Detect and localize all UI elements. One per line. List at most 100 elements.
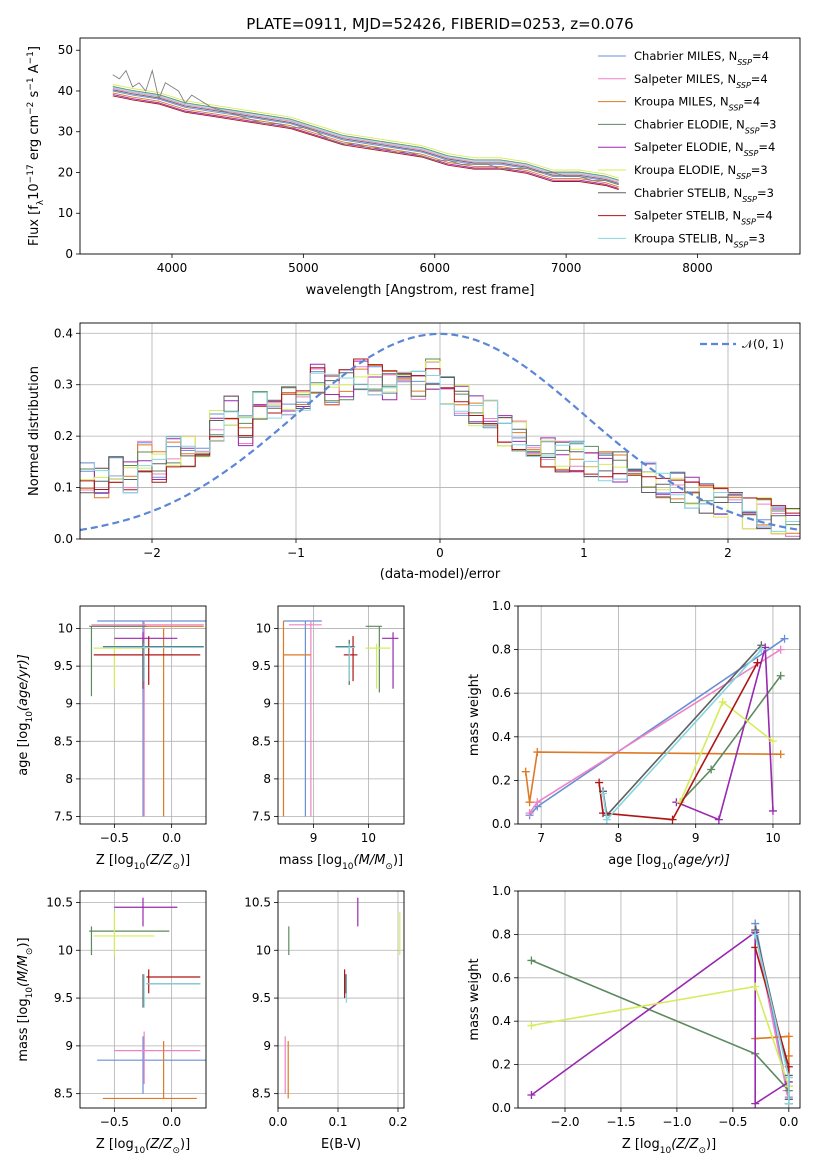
model-line — [112, 94, 619, 189]
y-tick-label: 1.0 — [492, 599, 511, 613]
weight-marker — [533, 798, 542, 807]
mass-vs-z-axes: −0.5 0.0 8.5 9 9.5 10 10.5 — [46, 891, 206, 1129]
y-tick-label: 9.5 — [54, 659, 73, 673]
x-tick-label: 0 — [436, 546, 444, 560]
spectrum-frame — [79, 37, 801, 255]
age-vs-mass-xlabel: mass [log10(M/M⊙)] — [279, 853, 403, 872]
weight-marker — [707, 765, 716, 774]
y-tick-label: 10 — [58, 622, 73, 636]
x-tick-label: −1 — [287, 546, 305, 560]
y-tick-label: 7.5 — [54, 809, 73, 823]
y-tick-label: 0.0 — [492, 817, 511, 831]
x-tick-label: 9 — [692, 831, 700, 845]
x-tick-label: −1.0 — [662, 1115, 691, 1129]
x-tick-label: 5000 — [288, 261, 319, 275]
y-tick-label: 10 — [256, 943, 271, 957]
y-tick-label: 7.5 — [252, 809, 271, 823]
weight-marker — [776, 645, 785, 654]
weight-marker — [753, 658, 762, 667]
weight-marker — [751, 930, 760, 939]
mass-vs-z-xlabel: Z [log10(Z/Z⊙)] — [96, 1137, 190, 1156]
mass-vs-ebv-frame — [277, 890, 405, 1109]
weight-marker — [768, 737, 777, 746]
x-tick-label: 0.0 — [162, 1115, 181, 1129]
y-tick-label: 9 — [263, 697, 271, 711]
observed-spectrum — [112, 68, 619, 186]
y-tick-label: 30 — [58, 125, 73, 139]
y-tick-label: 9.5 — [252, 991, 271, 1005]
x-tick-label: 0.0 — [779, 1115, 798, 1129]
legend-label: Chabrier MILES, NSSP=4 — [634, 49, 769, 67]
residuals-xlabel: (data-model)/error — [380, 567, 501, 582]
legend-label: Chabrier STELIB, NSSP=3 — [634, 186, 774, 204]
model-line — [112, 86, 619, 181]
y-tick-label: 10 — [58, 943, 73, 957]
x-tick-label: −0.5 — [100, 831, 129, 845]
spectrum-legend: Chabrier MILES, NSSP=4 Salpeter MILES, NS… — [598, 49, 776, 249]
y-tick-label: 0.4 — [54, 326, 73, 340]
spectrum-ylabel: Flux [fλ10−17 erg cm−2 s−1 A−1] — [26, 46, 46, 246]
weight-vs-z-lines — [527, 919, 793, 1108]
x-tick-label: 8 — [615, 831, 623, 845]
x-tick-label: 0.0 — [162, 831, 181, 845]
y-tick-label: 8 — [263, 772, 271, 786]
age-vs-mass-frame — [277, 605, 405, 825]
histogram-step — [80, 370, 800, 532]
x-tick-label: 9 — [310, 831, 318, 845]
y-tick-label: 9.5 — [54, 991, 73, 1005]
weight-marker — [525, 809, 534, 818]
model-line — [112, 86, 619, 182]
mass-vs-z-points — [89, 897, 206, 1100]
weight-vs-z-frame — [517, 890, 801, 1109]
y-tick-label: 0.0 — [54, 532, 73, 546]
y-tick-label: 10.5 — [46, 895, 73, 909]
weight-marker — [598, 789, 607, 798]
weight-vs-age-ylabel: mass weight — [467, 674, 482, 756]
figure-title: PLATE=0911, MJD=52426, FIBERID=0253, z=0… — [246, 15, 633, 33]
x-tick-label: 10 — [765, 831, 780, 845]
age-vs-mass-points — [282, 620, 399, 817]
histograms — [80, 332, 800, 537]
weight-vs-age-xlabel: age [log10(age/yr)] — [608, 853, 730, 872]
x-tick-label: 1 — [580, 546, 588, 560]
weight-marker — [751, 1099, 760, 1108]
weight-marker — [714, 815, 723, 824]
legend-label: Kroupa ELODIE, NSSP=3 — [634, 163, 768, 181]
weight-marker — [668, 815, 677, 824]
x-tick-label: 6000 — [419, 261, 450, 275]
mass-vs-z-frame — [79, 890, 207, 1109]
residuals-ylabel: Normed distribution — [27, 366, 42, 496]
y-tick-label: 0.3 — [54, 378, 73, 392]
weight-line — [524, 751, 781, 803]
y-tick-label: 0.2 — [492, 1058, 511, 1072]
weight-line — [530, 930, 790, 1106]
y-tick-label: 8.5 — [252, 734, 271, 748]
x-tick-label: −0.5 — [100, 1115, 129, 1129]
weight-marker — [527, 1021, 536, 1030]
weight-marker — [533, 748, 542, 757]
mass-vs-ebv-xlabel: E(B-V) — [321, 1137, 361, 1152]
legend-label: Salpeter MILES, NSSP=4 — [634, 72, 768, 90]
weight-marker — [718, 697, 727, 706]
y-tick-label: 0.8 — [492, 927, 511, 941]
weight-marker — [784, 1099, 793, 1108]
y-tick-label: 8.5 — [54, 734, 73, 748]
weight-vs-age-frame — [517, 605, 801, 825]
weight-marker — [527, 956, 536, 965]
x-tick-label: −1.5 — [606, 1115, 635, 1129]
weight-marker — [521, 767, 530, 776]
y-tick-label: 40 — [58, 84, 73, 98]
residuals-frame — [79, 322, 801, 540]
y-tick-label: 10.5 — [244, 895, 271, 909]
spectrum-axes: 4000 5000 6000 7000 8000 0 10 20 30 40 50 — [58, 43, 713, 275]
y-tick-label: 0.4 — [492, 730, 511, 744]
weight-marker — [784, 1073, 793, 1082]
y-tick-label: 9 — [65, 1039, 73, 1053]
weight-vs-z-ylabel: mass weight — [467, 958, 482, 1040]
y-tick-label: 0.6 — [492, 971, 511, 985]
y-tick-label: 0.2 — [54, 429, 73, 443]
age-vs-mass-axes: 9 10 7.5 8 8.5 9 9.5 10 — [252, 606, 404, 845]
spectrum-xlabel: wavelength [Angstrom, rest frame] — [306, 283, 535, 298]
